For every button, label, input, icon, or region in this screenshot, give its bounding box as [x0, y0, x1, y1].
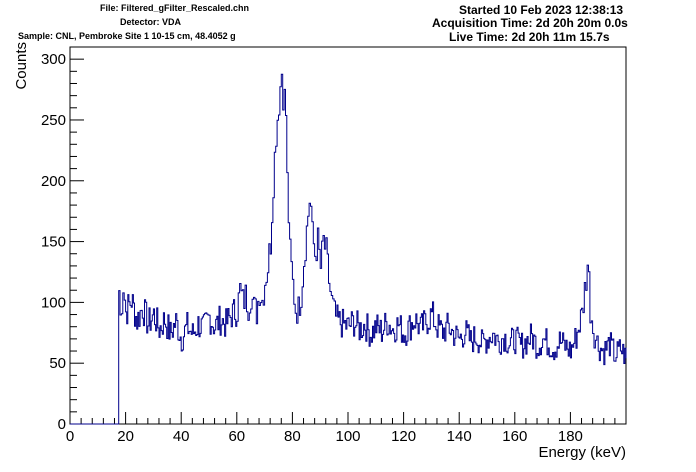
y-axis: 0 50 100 150 200 250 300: [41, 46, 84, 433]
x-tick-label: 40: [173, 428, 190, 445]
started-label: Started 10 Feb 2023 12:38:13: [459, 3, 624, 17]
x-tick-label: 20: [117, 428, 134, 445]
x-tick-label: 160: [502, 428, 527, 445]
x-axis: 0 20 40 60 80 100 120 140 160 180: [66, 412, 627, 445]
plot-area: [69, 46, 627, 425]
y-tick-label: 0: [58, 416, 66, 433]
y-tick-label: 200: [41, 173, 66, 190]
y-tick-label: 50: [49, 355, 66, 372]
x-tick-label: 60: [228, 428, 245, 445]
x-tick-label: 80: [284, 428, 301, 445]
x-tick-label: 140: [447, 428, 472, 445]
detector-label: Detector: VDA: [120, 17, 182, 27]
y-tick-label: 250: [41, 112, 66, 129]
x-tick-label: 120: [391, 428, 416, 445]
plot-frame: [69, 46, 627, 425]
series-group: [70, 73, 627, 425]
x-axis-title: Energy (keV): [538, 444, 626, 461]
y-tick-label: 100: [41, 294, 66, 311]
y-tick-label: 150: [41, 234, 66, 251]
x-tick-label: 180: [558, 428, 583, 445]
acquisition-time-label: Acquisition Time: 2d 20h 20m 0.0s: [432, 16, 628, 30]
x-tick-label: 100: [335, 428, 360, 445]
y-axis-title: Counts: [13, 42, 30, 90]
live-time-label: Live Time: 2d 20h 11m 15.7s: [449, 30, 610, 44]
file-label: File: Filtered_gFilter_Rescaled.chn: [100, 3, 250, 13]
series-line: [70, 73, 627, 425]
y-tick-label: 300: [41, 51, 66, 68]
sample-label: Sample: CNL, Pembroke Site 1 10-15 cm, 4…: [18, 31, 236, 41]
x-tick-label: 0: [66, 428, 74, 445]
